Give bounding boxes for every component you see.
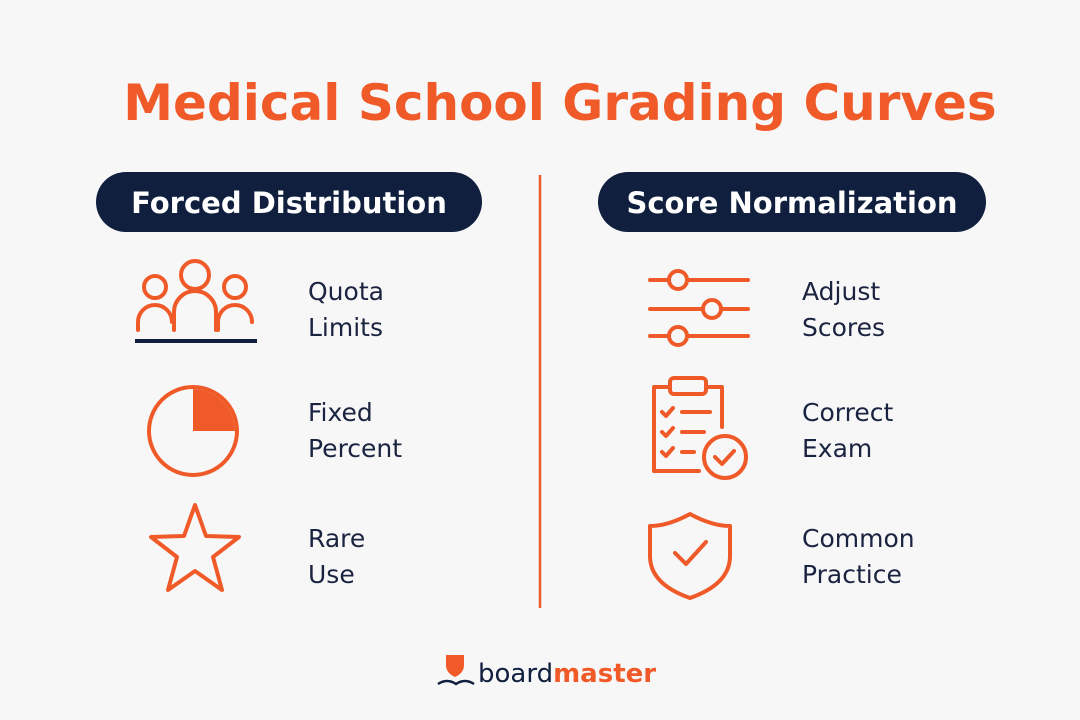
item-label: Adjust Scores: [802, 277, 885, 342]
items: Quota Limits Fixed Percent Rare Use Adjust Scor…: [308, 277, 915, 589]
item-line: Fixed: [308, 398, 373, 427]
brand-first: board: [478, 659, 553, 689]
column-header: Forced Distribution: [131, 186, 447, 220]
item-line: Correct: [802, 398, 893, 427]
item-line: Use: [308, 560, 355, 589]
item-label: Fixed Percent: [308, 398, 402, 463]
people-icon: [136, 259, 254, 332]
item-line: Common: [802, 524, 915, 553]
item-line: Exam: [802, 434, 872, 463]
brand-logo: [437, 655, 475, 686]
brand: boardmaster: [478, 659, 656, 689]
brand-second: master: [553, 659, 656, 689]
item-line: Quota: [308, 277, 384, 306]
header-pill: [96, 172, 482, 232]
item-line: Scores: [802, 313, 885, 342]
shield-icon: [648, 512, 732, 600]
title: Medical School Grading Curves: [123, 74, 996, 132]
column-header: Score Normalization: [626, 186, 957, 220]
pie-icon: [147, 385, 239, 477]
item-label: Correct Exam: [802, 398, 893, 463]
item-label: Quota Limits: [308, 277, 384, 342]
item-line: Percent: [308, 434, 402, 463]
sliders-icon: [648, 269, 750, 347]
item-label: Rare Use: [308, 524, 365, 589]
item-line: Adjust: [802, 277, 880, 306]
star-icon: [149, 503, 241, 592]
header-pill: [598, 172, 986, 232]
item-line: Limits: [308, 313, 383, 342]
item-label: Common Practice: [802, 524, 915, 589]
item-line: Rare: [308, 524, 365, 553]
clipboard-icon: [652, 376, 748, 480]
item-line: Practice: [802, 560, 902, 589]
